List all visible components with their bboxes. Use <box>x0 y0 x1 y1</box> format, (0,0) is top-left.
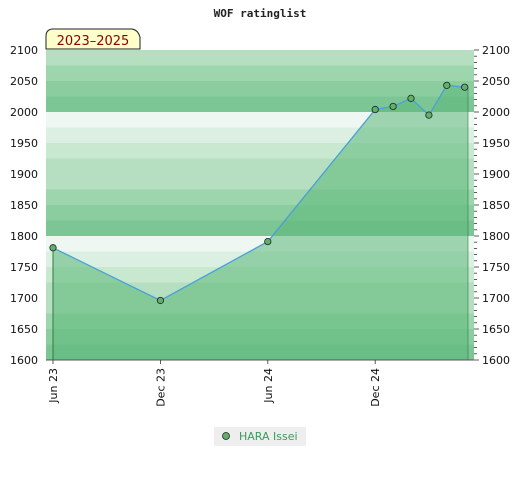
y-tick-label-left: 1950 <box>10 137 38 150</box>
y-tick-label-right: 2100 <box>482 44 510 57</box>
area-fill <box>53 85 468 360</box>
y-tick-label-left: 1700 <box>10 292 38 305</box>
background-band <box>46 96 474 112</box>
data-point[interactable] <box>49 244 57 252</box>
y-tick-label-left: 2100 <box>10 44 38 57</box>
x-tick-label: Jun 24 <box>262 368 275 404</box>
y-tick-label-left: 1800 <box>10 230 38 243</box>
y-tick-label-right: 2000 <box>482 106 510 119</box>
y-tick-label-right: 2050 <box>482 75 510 88</box>
chart-title: WOF ratinglist <box>214 7 307 20</box>
data-point[interactable] <box>443 81 451 89</box>
y-tick-label-right: 1600 <box>482 354 510 367</box>
period-label-box: 2023–2025 <box>45 28 141 50</box>
data-point[interactable] <box>461 83 469 91</box>
data-point[interactable] <box>371 105 379 114</box>
background-band <box>46 65 474 81</box>
data-point[interactable] <box>389 102 397 111</box>
x-tick-label: Dec 24 <box>369 368 382 407</box>
background-band <box>46 50 474 66</box>
x-tick-label: Jun 23 <box>47 368 60 404</box>
y-tick-label-right: 1700 <box>482 292 510 305</box>
legend-marker <box>222 432 230 440</box>
period-label: 2023–2025 <box>57 34 130 49</box>
y-tick-label-right: 1900 <box>482 168 510 181</box>
y-tick-label-right: 1650 <box>482 323 510 336</box>
y-tick-label-right: 1950 <box>482 137 510 150</box>
data-point[interactable] <box>156 296 164 305</box>
data-point[interactable] <box>407 94 415 102</box>
data-point[interactable] <box>425 111 433 119</box>
y-tick-label-right: 1800 <box>482 230 510 243</box>
data-point[interactable] <box>264 237 272 246</box>
x-tick-label: Dec 23 <box>154 368 167 407</box>
y-tick-label-left: 2050 <box>10 75 38 88</box>
y-tick-label-left: 1900 <box>10 168 38 181</box>
y-tick-label-left: 1650 <box>10 323 38 336</box>
y-tick-label-left: 1850 <box>10 199 38 212</box>
y-tick-label-left: 1600 <box>10 354 38 367</box>
legend-label-hara-issei: HARA Issei <box>239 430 298 443</box>
y-tick-label-right: 1750 <box>482 261 510 274</box>
legend[interactable]: HARA Issei <box>214 427 306 446</box>
y-tick-label-left: 1750 <box>10 261 38 274</box>
y-tick-label-left: 2000 <box>10 106 38 119</box>
y-tick-label-right: 1850 <box>482 199 510 212</box>
data-points <box>49 81 469 305</box>
background-band <box>46 81 474 97</box>
axes: 1600 1600 1650 1650 1700 1700 1750 1750 1800 1800… <box>10 44 510 407</box>
